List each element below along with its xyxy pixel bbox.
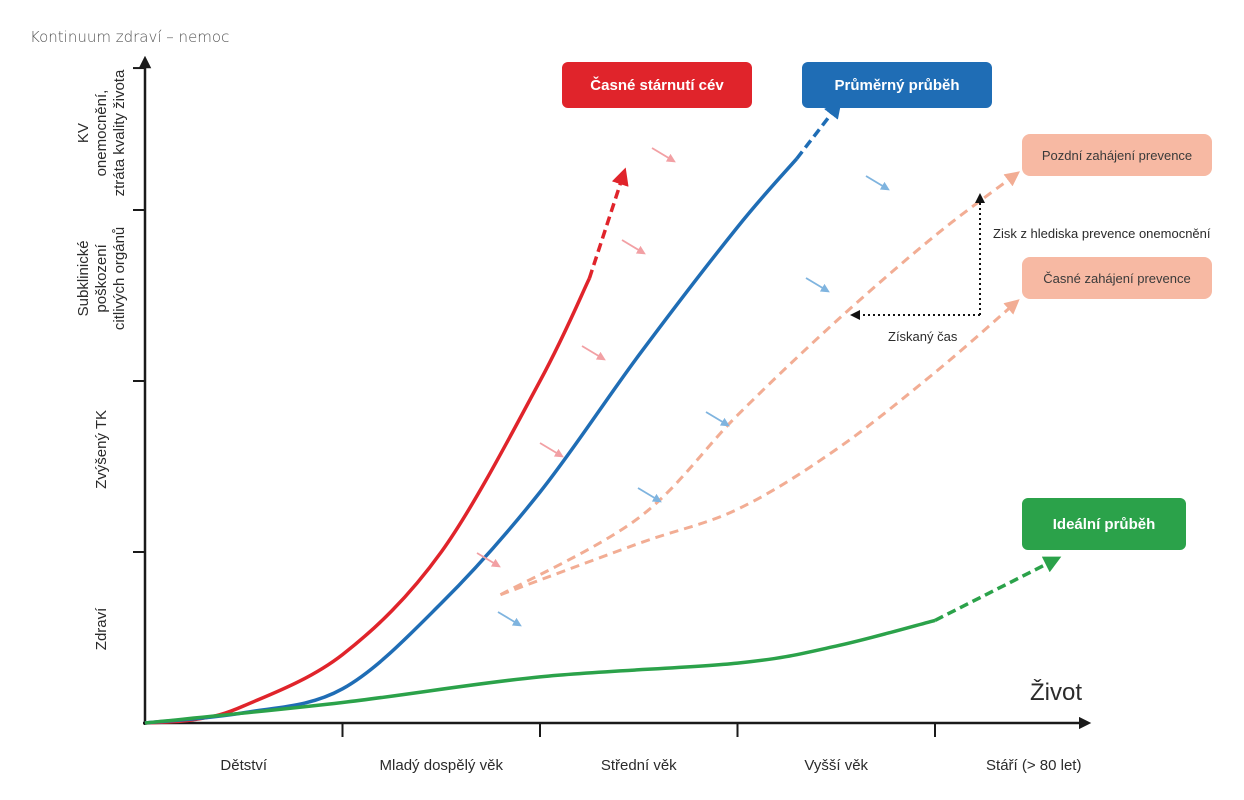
red-side-arrow xyxy=(476,552,501,568)
y-tick-label: onemocnění, xyxy=(93,90,110,177)
x-tick-label: Dětství xyxy=(220,757,268,774)
label-late-prevention: Pozdní zahájení prevence xyxy=(1042,148,1192,163)
x-tick-label: Stáří (> 80 let) xyxy=(986,757,1081,774)
x-tick-label: Vyšší věk xyxy=(804,757,868,774)
gained-time-label: Získaný čas xyxy=(888,329,958,344)
label-late-prevention-box xyxy=(1022,134,1212,176)
red-side-arrow xyxy=(621,239,646,255)
y-tick-label: ztráta kvality života xyxy=(111,69,128,196)
blue-side-arrow xyxy=(865,175,890,191)
blue-side-arrow xyxy=(705,411,730,427)
label-ideal-course: Ideální průběh xyxy=(1053,516,1156,533)
x-tick-label: Střední věk xyxy=(601,757,677,774)
blue-side-arrow xyxy=(805,277,830,293)
series-ideal-course-dashed-end xyxy=(934,556,1062,622)
label-early-vascular-aging: Časné stárnutí cév xyxy=(590,76,724,94)
chart-caption: Kontinuum zdraví – nemoc xyxy=(30,28,230,46)
red-side-arrow xyxy=(581,345,606,361)
series-ideal-course xyxy=(144,618,936,725)
series-average-course-dashed-end xyxy=(795,100,842,160)
red-side-arrow xyxy=(539,442,564,458)
y-tick-label: citlivých orgánů xyxy=(111,227,128,330)
gain-prevention-label: Zisk z hlediska prevence onemocnění xyxy=(993,226,1211,241)
y-tick-label: KV xyxy=(75,123,92,143)
red-side-arrow xyxy=(651,147,676,163)
series-late-prevention xyxy=(499,171,1020,597)
series-early-vascular-aging-dashed-end xyxy=(587,167,629,279)
series-early-vascular-aging xyxy=(144,277,591,725)
y-tick-label: Subklinické xyxy=(75,240,92,316)
label-early-vascular-aging-box xyxy=(562,62,752,108)
blue-side-arrow xyxy=(497,611,522,627)
y-tick-label: Zvýšený TK xyxy=(93,410,110,489)
series-average-course xyxy=(144,157,799,725)
x-axis-title: Život xyxy=(1030,679,1082,706)
y-tick-label: poškození xyxy=(93,243,110,312)
label-ideal-course-box xyxy=(1022,498,1186,550)
label-early-prevention: Časné zahájení prevence xyxy=(1043,271,1190,286)
blue-side-arrow xyxy=(637,487,662,503)
label-average-course-box xyxy=(802,62,992,108)
label-average-course: Průměrný průběh xyxy=(834,77,959,94)
series-early-prevention xyxy=(499,299,1020,597)
y-tick-label: Zdraví xyxy=(93,607,110,650)
label-early-prevention-box xyxy=(1022,257,1212,299)
x-tick-label: Mladý dospělý věk xyxy=(380,757,504,774)
